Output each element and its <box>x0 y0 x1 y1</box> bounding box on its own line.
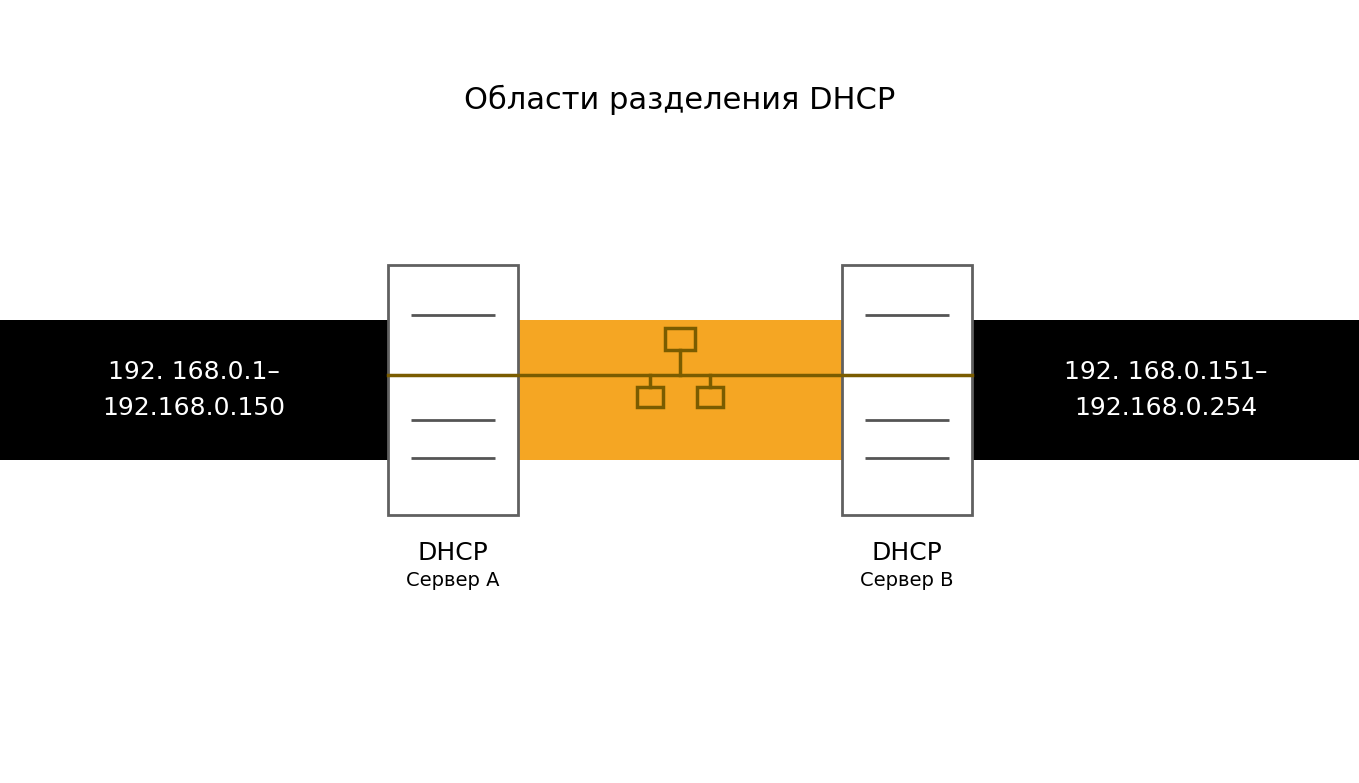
Bar <box>0 320 390 460</box>
Text: Сервер B: Сервер B <box>860 571 954 590</box>
Text: DHCP: DHCP <box>871 541 942 565</box>
Text: Области разделения DHCP: Области разделения DHCP <box>463 85 896 115</box>
Bar <box>697 387 723 407</box>
Text: 192.168.0.254: 192.168.0.254 <box>1074 396 1257 420</box>
Text: 192.168.0.150: 192.168.0.150 <box>102 396 285 420</box>
Text: 192. 168.0.151–: 192. 168.0.151– <box>1064 360 1267 384</box>
Bar <box>637 387 663 407</box>
Text: 192. 168.0.1–: 192. 168.0.1– <box>109 360 280 384</box>
Bar <box>389 265 518 515</box>
Text: DHCP: DHCP <box>417 541 488 565</box>
Bar <box>970 320 1359 460</box>
Bar <box>665 328 694 350</box>
Bar <box>843 265 972 515</box>
Text: Сервер A: Сервер A <box>406 571 500 590</box>
Bar <box>518 320 843 460</box>
